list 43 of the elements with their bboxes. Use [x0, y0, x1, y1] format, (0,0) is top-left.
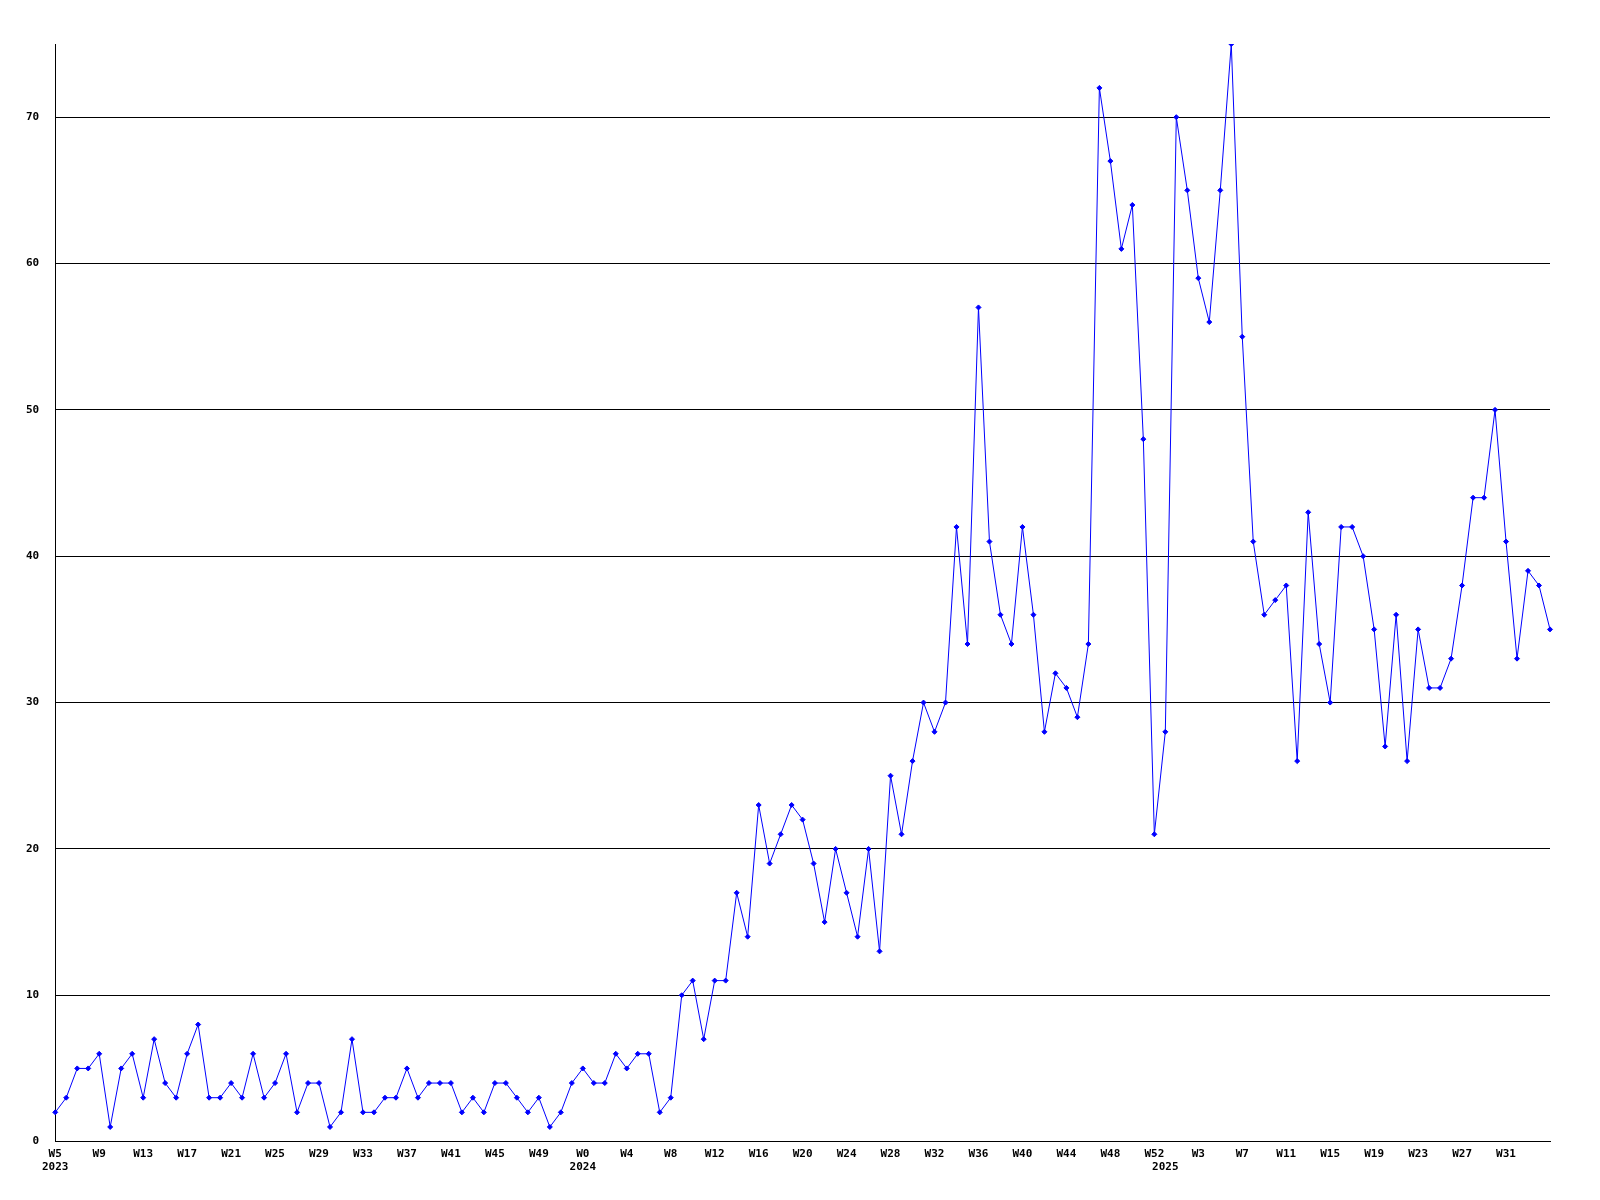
x-tick-label: W33	[353, 1147, 373, 1161]
y-tick-label: 70	[26, 110, 40, 124]
x-tick-label: W24	[836, 1147, 857, 1161]
x-tick-label: W27	[1452, 1147, 1473, 1161]
x-tick-label: W11	[1276, 1147, 1297, 1161]
x-tick-label: W23	[1408, 1147, 1429, 1161]
x-tick-label: 2025	[1152, 1160, 1179, 1174]
x-tick-label: W31	[1496, 1147, 1517, 1161]
x-tick-label: W40	[1012, 1147, 1033, 1161]
x-tick-label: W29	[309, 1147, 329, 1161]
x-tick-label: W20	[792, 1147, 813, 1161]
x-tick-label: W19	[1364, 1147, 1385, 1161]
x-tick-label: W5 2023	[42, 1147, 69, 1174]
y-tick-label: 60	[26, 256, 40, 270]
x-tick-label: W9	[92, 1147, 106, 1161]
x-tick-label: W28	[880, 1147, 901, 1161]
x-tick-label: W48	[1100, 1147, 1121, 1161]
x-tick-label: W25	[265, 1147, 285, 1161]
x-tick-label: W8	[664, 1147, 678, 1161]
x-tick-label: W41	[440, 1147, 462, 1161]
y-tick-label: 0	[32, 1134, 40, 1148]
x-tick-label: W7	[1235, 1147, 1249, 1161]
x-tick-label: W52	[1144, 1147, 1165, 1161]
x-tick-label: W44	[1056, 1147, 1077, 1161]
x-tick-label: W17	[177, 1147, 198, 1161]
x-tick-label: W21	[221, 1147, 242, 1161]
x-tick-label: W12	[704, 1147, 725, 1161]
x-tick-label: W37	[397, 1147, 417, 1161]
x-tick-label: W4	[620, 1147, 634, 1161]
y-tick-label: 40	[26, 549, 40, 563]
x-tick-label: W36	[968, 1147, 989, 1161]
y-tick-label: 10	[26, 988, 40, 1002]
y-tick-label: 20	[26, 841, 40, 855]
y-tick-label: 30	[26, 695, 40, 709]
x-tick-label: W49	[528, 1147, 549, 1161]
x-tick-label: W32	[924, 1147, 945, 1161]
x-tick-label: W0 2024	[569, 1147, 597, 1174]
y-tick-label: 50	[26, 402, 40, 416]
x-tick-label: W3	[1191, 1147, 1205, 1161]
x-tick-label: W13	[133, 1147, 154, 1161]
x-tick-label: W45	[484, 1147, 505, 1161]
x-tick-label: W15	[1320, 1147, 1341, 1161]
x-tick-label: W16	[748, 1147, 769, 1161]
